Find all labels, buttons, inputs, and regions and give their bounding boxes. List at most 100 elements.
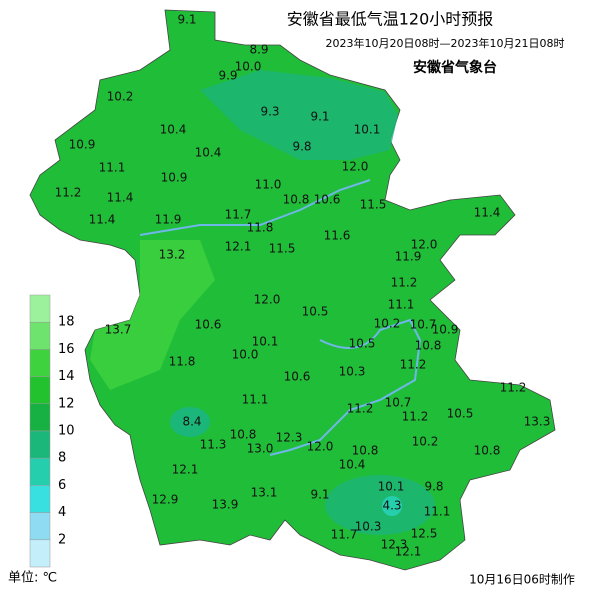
legend-swatch xyxy=(29,403,51,432)
legend-label: 8 xyxy=(58,451,66,466)
station-value: 9.8 xyxy=(292,140,311,154)
province xyxy=(29,9,556,571)
station-value: 12.1 xyxy=(225,240,252,254)
cool-zone-south xyxy=(325,475,435,535)
station-value: 11.2 xyxy=(347,402,374,416)
station-value: 11.1 xyxy=(99,161,126,175)
station-value: 10.8 xyxy=(283,193,310,207)
cool-zone-north xyxy=(200,70,398,160)
station-value: 12.0 xyxy=(307,440,334,454)
station-value: 10.4 xyxy=(195,146,222,160)
station-value: 10.1 xyxy=(354,123,381,137)
station-value: 12.1 xyxy=(172,463,199,477)
station-value: 11.2 xyxy=(391,276,418,290)
station-value: 10.1 xyxy=(378,480,405,494)
cool-zone-west xyxy=(170,407,210,437)
station-value: 12.9 xyxy=(152,493,179,507)
station-value: 11.5 xyxy=(360,198,387,212)
station-value: 10.7 xyxy=(410,318,437,332)
legend-swatch xyxy=(29,539,51,568)
station-value: 11.2 xyxy=(55,186,82,200)
station-value: 11.2 xyxy=(400,358,427,372)
station-value: 13.7 xyxy=(105,323,132,337)
station-value: 10.3 xyxy=(355,520,382,534)
station-value: 13.1 xyxy=(251,486,278,500)
station-value: 9.1 xyxy=(310,110,329,124)
title: 安徽省最低气温120小时预报 xyxy=(287,10,494,29)
station-value: 13.3 xyxy=(524,415,551,429)
station-value: 11.1 xyxy=(242,393,269,407)
station-value: 9.1 xyxy=(177,13,196,27)
station-value: 12.0 xyxy=(254,293,281,307)
station-value: 11.2 xyxy=(402,410,429,424)
station-value: 9.1 xyxy=(310,488,329,502)
station-value: 9.8 xyxy=(424,480,443,494)
station-value: 10.5 xyxy=(447,407,474,421)
station-value: 9.3 xyxy=(260,105,279,119)
station-value: 11.4 xyxy=(474,206,501,220)
legend-label: 6 xyxy=(58,478,66,493)
station-value: 12.1 xyxy=(395,545,422,559)
legend-swatch xyxy=(29,294,51,323)
station-value: 10.5 xyxy=(349,337,376,351)
station-value: 10.1 xyxy=(252,335,279,349)
station-value: 11.1 xyxy=(388,298,415,312)
station-value: 11.7 xyxy=(331,528,358,542)
legend-swatch xyxy=(29,321,51,350)
station-value: 11.1 xyxy=(424,505,451,519)
station-value: 11.9 xyxy=(155,213,182,227)
station-value: 10.8 xyxy=(352,444,379,458)
station-value: 12.0 xyxy=(342,160,369,174)
legend-swatch xyxy=(29,485,51,513)
warm-zone-west xyxy=(90,240,215,390)
station-value: 10.4 xyxy=(160,123,187,137)
stations: 9.18.910.09.910.29.3 9.110.4 10.110.9 9.810… xyxy=(55,13,551,559)
station-value: 10.6 xyxy=(284,370,311,384)
station-value: 10.2 xyxy=(412,435,439,449)
station-value: 11.7 xyxy=(225,208,252,222)
station-value: 10.2 xyxy=(107,90,134,104)
station-value: 10.3 xyxy=(339,365,366,379)
station-value: 10.2 xyxy=(374,317,401,331)
station-value: 11.9 xyxy=(395,250,422,264)
station-value: 10.8 xyxy=(474,444,501,458)
cold-spot xyxy=(382,496,402,516)
station-value: 11.0 xyxy=(255,178,282,192)
station-value: 13.2 xyxy=(159,248,186,262)
station-value: 11.8 xyxy=(169,355,196,369)
legend-swatch xyxy=(29,376,51,405)
station-value: 11.8 xyxy=(247,221,274,235)
station-value: 13.9 xyxy=(212,498,239,512)
station-value: 12.3 xyxy=(276,431,303,445)
station-value: 8.4 xyxy=(182,415,201,429)
station-value: 12.5 xyxy=(411,527,438,541)
station-value: 10.8 xyxy=(230,428,257,442)
legend-swatch xyxy=(29,349,51,377)
legend-label: 2 xyxy=(58,532,66,547)
legend-label: 16 xyxy=(58,342,75,357)
station-value: 13.0 xyxy=(247,442,274,456)
legend-label: 12 xyxy=(58,396,75,411)
station-value: 10.0 xyxy=(235,60,262,74)
legend-swatch xyxy=(29,430,51,459)
station-value: 9.9 xyxy=(218,69,237,83)
footer: 10月16日06时制作 xyxy=(469,573,575,587)
river xyxy=(139,179,422,456)
legend-swatch xyxy=(29,512,51,541)
station-value: 11.4 xyxy=(89,213,116,227)
legend-label: 14 xyxy=(58,369,75,384)
station-value: 8.9 xyxy=(249,43,268,57)
station-value: 11.5 xyxy=(269,242,296,256)
station-value: 10.8 xyxy=(415,339,442,353)
station-value: 10.5 xyxy=(302,305,329,319)
station-value: 10.0 xyxy=(232,348,259,362)
legend-swatch xyxy=(29,457,51,486)
station-value: 12.0 xyxy=(411,238,438,252)
station-value: 10.9 xyxy=(432,323,459,337)
station-value: 11.2 xyxy=(500,381,527,395)
legend-label: 18 xyxy=(58,315,75,330)
station-value: 10.9 xyxy=(69,138,96,152)
legend-label: 4 xyxy=(58,505,66,520)
station-value: 11.3 xyxy=(200,438,227,452)
